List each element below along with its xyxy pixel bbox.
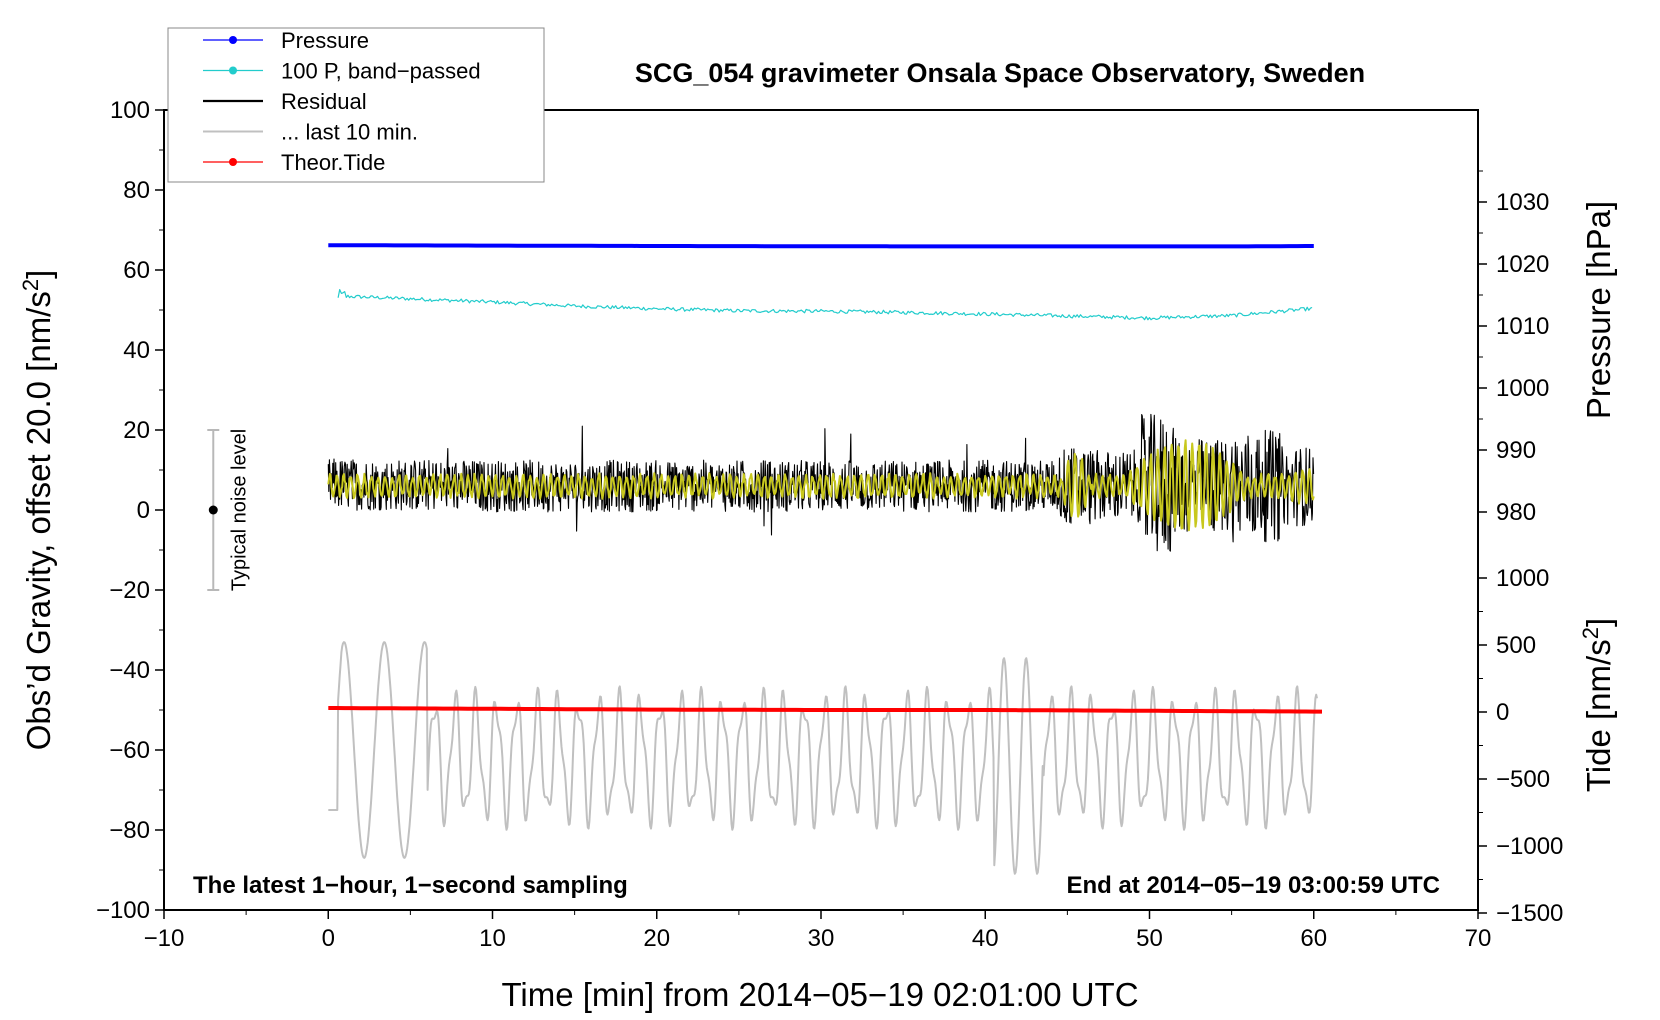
y-axis-title-left-end: ] xyxy=(20,270,57,279)
y-tick-label: −20 xyxy=(109,577,150,604)
x-axis-title: Time [min] from 2014−05−19 02:01:00 UTC xyxy=(501,976,1138,1013)
series-residual xyxy=(327,413,1315,552)
y-axis-title-tide-main: Tide [nm/s xyxy=(1580,639,1617,792)
series-residual-filtered xyxy=(327,439,1315,532)
tide-tick-label: 500 xyxy=(1496,632,1536,659)
legend-label: 100 P, band−passed xyxy=(281,59,481,84)
legend-items: Pressure 100 P, band−passed Residual ... la… xyxy=(203,28,481,175)
legend-label: Theor.Tide xyxy=(281,150,385,175)
pressure-tick-label: 1030 xyxy=(1496,189,1549,216)
y-tick-label: −40 xyxy=(109,657,150,684)
pressure-tick-label: 990 xyxy=(1496,437,1536,464)
series-band-passed xyxy=(337,289,1313,321)
y-tick-label: 60 xyxy=(123,257,150,284)
noise-bar: Typical noise level xyxy=(207,429,250,591)
legend-label: Residual xyxy=(281,89,367,114)
tide-tick-label: 0 xyxy=(1496,699,1509,726)
tide-tick-label: 1000 xyxy=(1496,565,1549,592)
y-axis-title-left-sup: 2 xyxy=(18,279,43,291)
x-tick-label: 0 xyxy=(322,925,335,952)
pressure-tick-label: 1000 xyxy=(1496,375,1549,402)
series-layer xyxy=(327,243,1322,875)
legend: Pressure 100 P, band−passed Residual ... la… xyxy=(167,27,545,183)
y-tick-label: 0 xyxy=(137,497,150,524)
legend-swatch-marker xyxy=(229,66,237,75)
annotation-left: The latest 1−hour, 1−second sampling xyxy=(193,872,628,899)
series-last-10-min xyxy=(328,641,1318,875)
x-tick-label: 40 xyxy=(972,925,999,952)
y-axis-title-left-main: Obs’d Gravity, offset 20.0 [nm/s xyxy=(20,291,57,750)
legend-swatch-marker xyxy=(229,158,237,166)
legend-label: Pressure xyxy=(281,28,369,53)
noise-bar-center xyxy=(208,505,218,515)
y-tick-label: −80 xyxy=(109,817,150,844)
x-tick-label: 60 xyxy=(1300,925,1327,952)
tide-tick-label: −1500 xyxy=(1496,900,1563,927)
legend-label: ... last 10 min. xyxy=(281,120,418,145)
y-tick-label: 100 xyxy=(110,97,150,124)
y-axis-title-pressure: Pressure [hPa] xyxy=(1580,201,1617,419)
series-theor-tide xyxy=(328,706,1322,714)
pressure-tick-label: 1010 xyxy=(1496,313,1549,340)
tide-tick-label: −500 xyxy=(1496,766,1550,793)
y-axis-title-tide-sup: 2 xyxy=(1578,627,1603,639)
legend-box xyxy=(167,27,545,183)
y-axis-title-tide-end: ] xyxy=(1580,618,1617,627)
series-pressure xyxy=(328,243,1314,249)
x-tick-label: 50 xyxy=(1136,925,1163,952)
y-axis-title-left: Obs’d Gravity, offset 20.0 [nm/s2] xyxy=(18,270,57,751)
y-tick-label: 40 xyxy=(123,337,150,364)
pressure-tick-label: 980 xyxy=(1496,499,1536,526)
y-tick-label: 80 xyxy=(123,177,150,204)
y-tick-label: 20 xyxy=(123,417,150,444)
tide-tick-label: −1000 xyxy=(1496,833,1563,860)
legend-swatch-marker xyxy=(229,36,237,44)
pressure-tick-label: 1020 xyxy=(1496,251,1549,278)
noise-bar-label: Typical noise level xyxy=(228,429,250,591)
x-tick-label: −10 xyxy=(144,925,185,952)
y-tick-label: −100 xyxy=(96,897,150,924)
y-axis-title-tide: Tide [nm/s2] xyxy=(1578,618,1617,792)
x-tick-label: 20 xyxy=(643,925,670,952)
annotation-right: End at 2014−05−19 03:00:59 UTC xyxy=(1066,872,1440,899)
y-tick-label: −60 xyxy=(109,737,150,764)
x-tick-label: 30 xyxy=(808,925,835,952)
plot-frame xyxy=(163,109,1479,911)
x-tick-label: 10 xyxy=(479,925,506,952)
axis-ticks: −10 0 10 20 30 40 50 60 70100806040200−20−40−60−… xyxy=(96,97,1563,952)
chart-title: SCG_054 gravimeter Onsala Space Observat… xyxy=(635,58,1365,88)
x-tick-label: 70 xyxy=(1465,925,1492,952)
